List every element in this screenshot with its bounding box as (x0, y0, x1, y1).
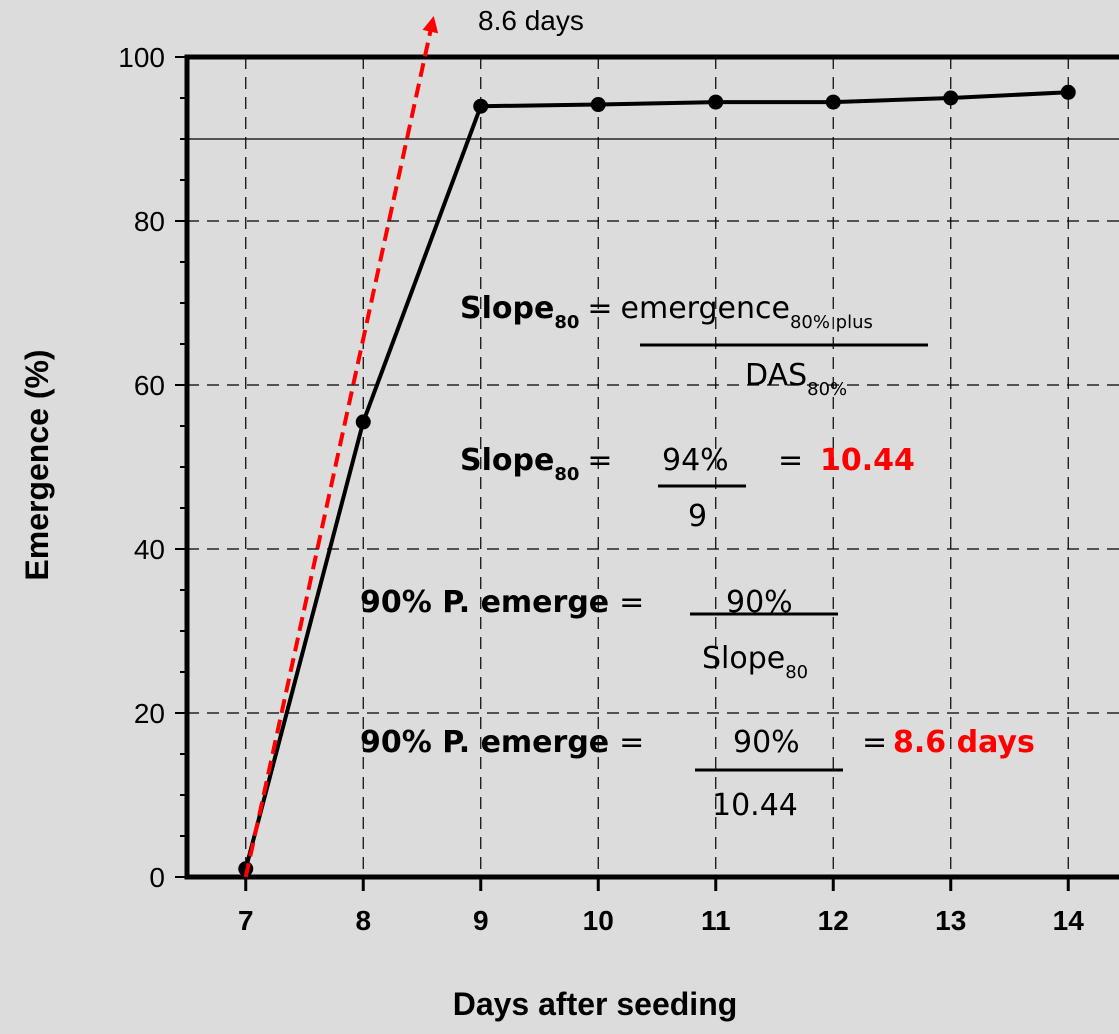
data-point (825, 94, 841, 110)
y-tick-label: 60 (134, 370, 165, 401)
eq2-result: 10.44 (820, 443, 915, 478)
eq4-lhs: 90% P. emerge (360, 725, 609, 760)
axes (175, 54, 1119, 891)
data-point (943, 90, 959, 106)
x-axis-title: Days after seeding (453, 986, 738, 1022)
y-tick-label: 80 (134, 206, 165, 237)
eq2-sub: 80 (554, 464, 579, 485)
svg-text:90% P. emerge=: 90% P. emerge = (360, 585, 644, 620)
eq1-equals: = (587, 291, 612, 326)
projection-arrowhead (422, 16, 439, 34)
eq3-denominator: Slope (702, 641, 785, 676)
projection-label: 8.6 days (478, 5, 584, 36)
y-tick-label: 40 (134, 534, 165, 565)
svg-text:Slope80=: Slope80 = (460, 443, 613, 485)
x-tick-label: 13 (935, 905, 966, 936)
eq4-denominator: 10.44 (712, 788, 798, 823)
svg-text:90% P. emerge=: 90% P. emerge = (360, 725, 644, 760)
eq1-denominator-sub: 80% (807, 379, 847, 400)
eq4-equals: = (619, 725, 644, 760)
eq1-sub: 80 (554, 312, 579, 333)
x-tick-label: 8 (355, 905, 371, 936)
eq1-denominator: DAS (745, 358, 807, 393)
equation-slope-definition: Slope80 = emergence80% plus DAS80% (460, 291, 928, 400)
x-tick-label: 10 (583, 905, 614, 936)
data-point (355, 414, 371, 430)
eq4-result: 8.6 days (893, 725, 1035, 760)
x-tick-label: 12 (818, 905, 849, 936)
equation-emerge-value: 90% P. emerge = 90% 10.44 = 8.6 days (360, 725, 1035, 823)
eq4-numerator: 90% (733, 725, 800, 760)
data-point (590, 97, 606, 113)
eq2-denominator: 9 (688, 499, 707, 534)
projection-dashed-line (243, 25, 434, 878)
data-point (708, 94, 724, 110)
eq1-numerator: emergence (621, 291, 790, 326)
eq4-equals-2: = (862, 725, 887, 760)
eq1-lhs: Slope (460, 291, 554, 326)
x-tick-label: 11 (701, 905, 731, 936)
plot-area (187, 57, 1119, 877)
eq2-lhs: Slope (460, 443, 554, 478)
eq2-equals-2: = (778, 443, 803, 478)
svg-text:DAS80%: DAS80% (745, 358, 847, 400)
tick-labels: 0 20 40 60 80 100 7 8 9 10 11 12 13 14 (118, 42, 1084, 936)
y-tick-label: 0 (149, 862, 165, 893)
y-tick-label: 20 (134, 698, 165, 729)
eq3-equals: = (619, 585, 644, 620)
x-tick-label: 9 (473, 905, 489, 936)
y-axis-title: Emergence (%) (19, 349, 55, 580)
grid-lines (187, 57, 1119, 877)
data-point (1060, 84, 1076, 100)
eq2-numerator: 94% (662, 443, 729, 478)
svg-text:Slope80: Slope80 (702, 641, 808, 683)
projection-line (243, 16, 439, 878)
x-tick-label: 7 (238, 905, 254, 936)
eq2-equals: = (587, 443, 612, 478)
eq3-lhs: 90% P. emerge (360, 585, 609, 620)
eq1-numerator-sub: 80% plus (790, 312, 873, 333)
series-line (243, 90, 1069, 870)
eq3-denominator-sub: 80 (785, 662, 808, 683)
data-series (238, 84, 1076, 877)
equation-emerge-definition: 90% P. emerge = 90% Slope80 (360, 585, 838, 683)
data-point (473, 98, 489, 114)
equation-slope-value: Slope80 = 94% 9 = 10.44 (460, 443, 915, 534)
y-tick-label: 100 (118, 42, 165, 73)
x-tick-label: 14 (1053, 905, 1085, 936)
svg-text:Slope80=emergence80% plus: Slope80 = emergence80% plus (460, 291, 873, 333)
